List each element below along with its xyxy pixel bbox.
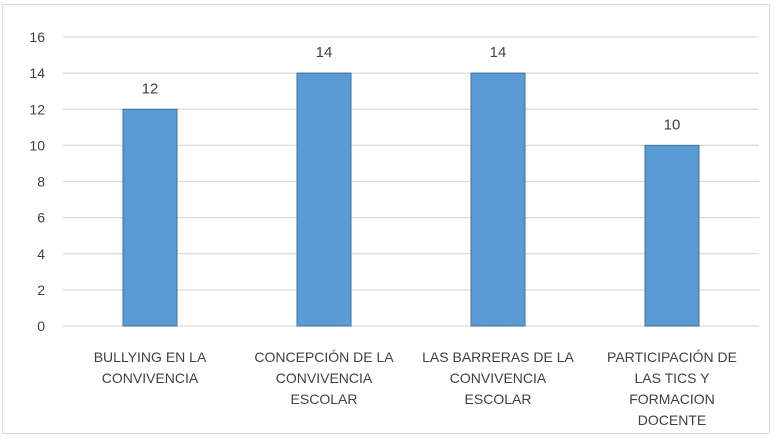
category-label-line: PARTICIPACIÓN DE: [607, 349, 737, 365]
category-label-line: FORMACION: [629, 391, 715, 407]
category-label-line: BULLYING EN LA: [94, 349, 207, 365]
y-tick-label: 6: [37, 210, 45, 226]
category-label-line: LAS BARRERAS DE LA: [422, 349, 574, 365]
data-label-0: 12: [142, 80, 159, 97]
bar-2: [470, 72, 526, 327]
y-axis-ticks: 0 2 4 6 8 10 12 14 16: [29, 29, 45, 334]
category-label-line: ESCOLAR: [291, 391, 358, 407]
chart-frame: 0 2 4 6 8 10 12 14 16 12 14 14 10 BULLYING EN LA CON…: [2, 4, 770, 434]
bar-0: [122, 108, 178, 327]
y-tick-label: 12: [29, 101, 45, 117]
bar-3: [644, 144, 700, 327]
y-tick-label: 0: [37, 318, 45, 334]
category-label-line: CONVIVENCIA: [450, 370, 547, 386]
y-tick-label: 10: [29, 137, 45, 153]
category-label-1: CONCEPCIÓN DE LA CONVIVENCIA ESCOLAR: [254, 349, 394, 407]
gridlines: [63, 36, 759, 327]
data-labels: 12 14 14 10: [142, 44, 681, 133]
y-tick-label: 14: [29, 65, 45, 81]
category-label-line: DOCENTE: [638, 412, 706, 428]
bars: [122, 72, 700, 327]
category-label-2: LAS BARRERAS DE LA CONVIVENCIA ESCOLAR: [422, 349, 574, 407]
category-label-line: CONVIVENCIA: [102, 370, 199, 386]
category-label-line: ESCOLAR: [465, 391, 532, 407]
y-tick-label: 16: [29, 29, 45, 45]
category-label-line: CONCEPCIÓN DE LA: [254, 349, 394, 365]
y-tick-label: 4: [37, 246, 45, 262]
data-label-3: 10: [664, 116, 681, 133]
data-label-1: 14: [316, 44, 333, 61]
y-tick-label: 8: [37, 174, 45, 190]
data-label-2: 14: [490, 44, 507, 61]
category-label-line: CONVIVENCIA: [276, 370, 373, 386]
category-label-3: PARTICIPACIÓN DE LAS TICS Y FORMACION DOCEN…: [607, 349, 737, 428]
category-label-line: LAS TICS Y: [635, 370, 711, 386]
bar-1: [296, 72, 352, 327]
category-label-0: BULLYING EN LA CONVIVENCIA: [94, 349, 207, 386]
bar-chart: 0 2 4 6 8 10 12 14 16 12 14 14 10 BULLYING EN LA CON…: [29, 29, 759, 428]
y-tick-label: 2: [37, 282, 45, 298]
